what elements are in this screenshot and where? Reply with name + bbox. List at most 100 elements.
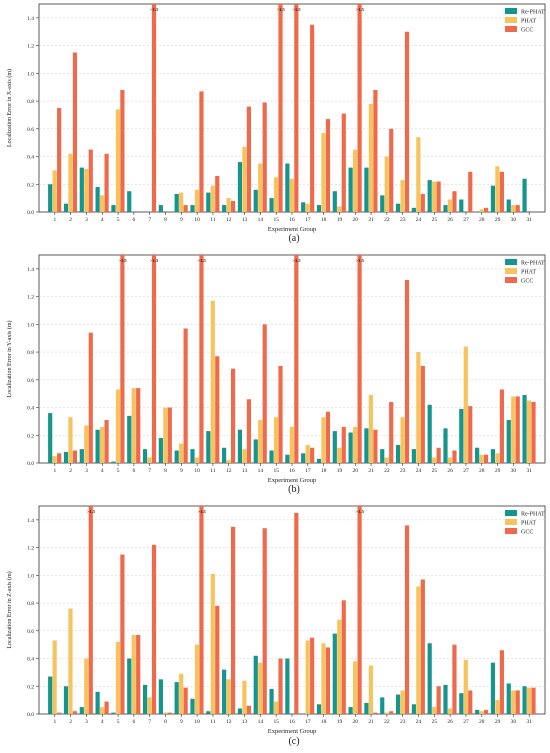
bar-re-phat-group-22: [380, 697, 385, 714]
bar-re-phat-group-6: [127, 658, 132, 714]
bar-gcc-group-4: [104, 701, 109, 714]
legend: Re-PHAT PHAT GCC: [505, 259, 545, 285]
x-tick-label: 29: [495, 719, 501, 725]
bar-gcc-group-26: [452, 450, 457, 463]
bar-phat-group-25: [432, 181, 437, 212]
bar-re-phat-group-22: [380, 195, 385, 212]
x-tick-label: 11: [210, 719, 216, 725]
bar-gcc-group-29: [499, 389, 504, 463]
bar-phat-group-15: [273, 177, 279, 212]
bar-gcc-group-10: [199, 255, 204, 463]
bar-re-phat-group-30: [506, 683, 511, 714]
bar-gcc-group-23: [404, 279, 410, 463]
x-tick-label: 25: [432, 468, 438, 474]
bar-phat-group-10: [194, 457, 200, 463]
bar-re-phat-group-21: [364, 428, 369, 463]
bar-phat-group-20: [353, 149, 358, 212]
x-tick-label: 15: [273, 719, 279, 725]
bar-gcc-group-7: [151, 4, 157, 212]
bar-gcc-group-25: [436, 181, 441, 212]
x-tick-label: 27: [463, 719, 469, 725]
legend-swatch: [505, 277, 517, 283]
bar-gcc-group-31: [531, 401, 536, 463]
bar-gcc-group-5: [120, 255, 125, 463]
y-axis-label: Localization Error in X-axis (m): [6, 69, 13, 147]
bar-gcc-group-27: [468, 690, 473, 714]
bar-gcc-group-24: [420, 193, 425, 212]
x-tick-label: 14: [258, 217, 264, 223]
bar-phat-group-18: [321, 643, 326, 714]
bar-re-phat-group-4: [95, 429, 100, 463]
bar-phat-group-26: [447, 199, 453, 212]
bar-re-phat-group-31: [522, 395, 527, 463]
bar-re-phat-group-29: [490, 185, 496, 212]
legend-label: GCC: [521, 530, 533, 536]
bar-phat-group-7: [147, 457, 152, 463]
bar-re-phat-group-19: [332, 191, 337, 212]
x-tick-label: 11: [210, 217, 216, 223]
x-tick-label: 17: [305, 217, 311, 223]
bar-gcc-group-9: [183, 687, 188, 714]
bar-re-phat-group-3: [79, 449, 84, 463]
x-tick-label: 7: [148, 719, 151, 725]
bar-phat-group-5: [115, 641, 121, 714]
bar-phat-group-18: [321, 132, 326, 212]
x-tick-label: 18: [321, 719, 327, 725]
bar-gcc-group-17: [310, 447, 315, 463]
x-tick-label: 10: [194, 217, 200, 223]
overflow-label: >1.5: [356, 258, 365, 263]
bar-gcc-group-24: [420, 579, 425, 714]
x-tick-label: 19: [337, 468, 343, 474]
bar-gcc-group-17: [310, 637, 315, 714]
bar-phat-group-17: [305, 203, 310, 212]
x-tick-label: 28: [479, 217, 485, 223]
x-tick-label: 14: [258, 719, 264, 725]
bar-gcc-group-23: [404, 525, 410, 714]
bar-re-phat-group-8: [158, 438, 163, 463]
x-tick-label: 26: [447, 217, 453, 223]
bar-phat-group-29: [495, 166, 500, 212]
legend-label: PHAT: [521, 521, 536, 527]
bar-phat-group-21: [368, 665, 374, 714]
legend: Re-PHAT PHAT GCC: [505, 8, 545, 34]
x-axis-label: Experiment Group: [268, 477, 317, 484]
y-axis-label: Localization Error in Z-axis (m): [6, 571, 13, 648]
bar-phat-group-24: [416, 586, 421, 714]
bar-gcc-group-5: [120, 89, 125, 212]
x-tick-label: 9: [180, 719, 183, 725]
legend-label: GCC: [521, 279, 533, 285]
bar-re-phat-group-30: [506, 199, 511, 212]
bar-phat-group-11: [210, 300, 215, 463]
y-tick-label: 0.6: [27, 629, 34, 635]
legend-label: Re-PHAT: [521, 261, 545, 267]
bar-re-phat-group-10: [190, 698, 195, 714]
bar-phat-group-23: [400, 417, 405, 463]
bar-phat-group-4: [100, 707, 105, 714]
bar-phat-group-30: [511, 690, 516, 714]
bar-re-phat-group-15: [269, 689, 274, 714]
bar-re-phat-group-20: [348, 707, 353, 714]
x-tick-label: 2: [69, 468, 72, 474]
x-tick-label: 18: [321, 217, 327, 223]
bar-re-phat-group-21: [364, 167, 369, 212]
bar-phat-group-1: [52, 640, 57, 714]
x-tick-label: 20: [353, 217, 359, 223]
bar-re-phat-group-1: [48, 413, 53, 463]
bar-phat-group-1: [52, 456, 57, 463]
chart-panel-3: 0.0 0.2 0.4 0.6 0.8 1.0 1.2 1.4 Localization Err…: [6, 505, 546, 747]
y-tick-label: 1.4: [27, 267, 34, 273]
bar-re-phat-group-27: [459, 199, 464, 212]
bar-gcc-group-11: [215, 175, 220, 212]
x-tick-label: 13: [242, 468, 248, 474]
panel-label: (b): [288, 484, 300, 495]
bar-re-phat-group-13: [237, 708, 243, 714]
bar-re-phat-group-21: [364, 702, 369, 714]
x-tick-label: 30: [511, 217, 517, 223]
bar-gcc-group-11: [215, 356, 220, 463]
x-tick-label: 26: [447, 468, 453, 474]
bar-re-phat-group-16: [285, 658, 290, 714]
plot-area: [38, 505, 546, 715]
bar-gcc-group-1: [57, 453, 62, 463]
bar-gcc-group-16: [294, 512, 299, 714]
